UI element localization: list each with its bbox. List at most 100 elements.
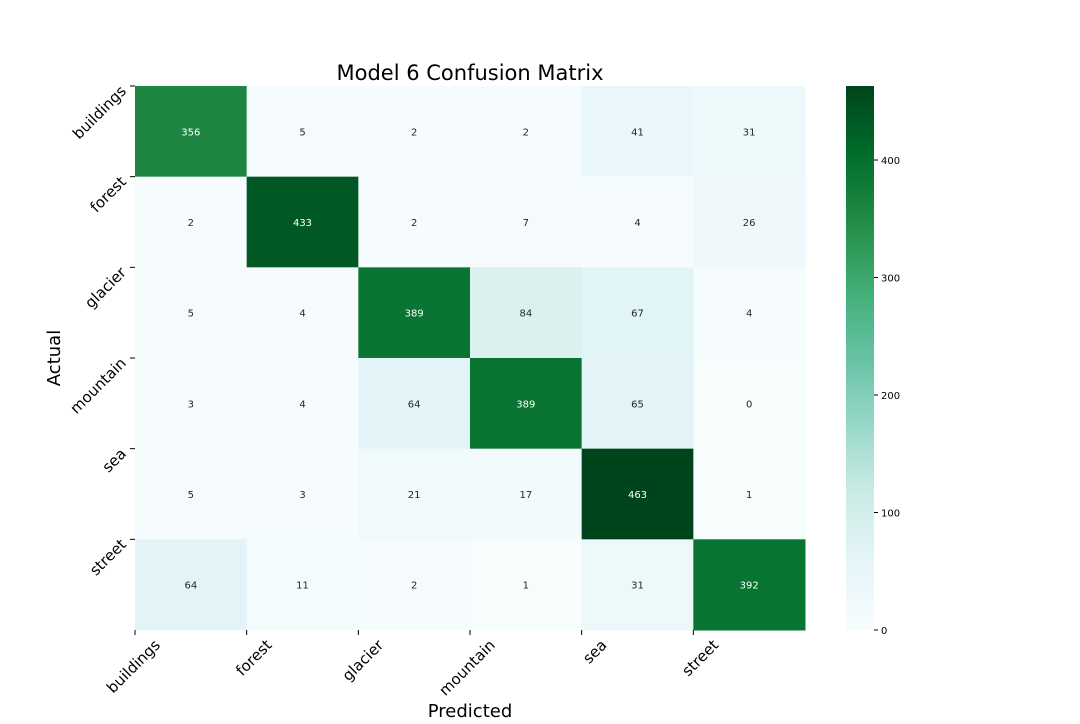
x-tick-label: buildings — [103, 636, 164, 697]
cell-value-label: 31 — [743, 127, 756, 138]
heatmap-cell — [693, 86, 806, 178]
cell-value-label: 0 — [746, 399, 752, 410]
heatmap-cell — [693, 448, 806, 540]
cell-value-label: 433 — [293, 218, 312, 229]
colorbar-tick-label: 400 — [881, 156, 900, 167]
cell-value-label: 21 — [408, 490, 421, 501]
heatmap-cell — [581, 448, 694, 540]
heatmap-cell — [581, 539, 694, 631]
heatmap-cell — [693, 176, 806, 268]
cell-value-label: 64 — [184, 581, 197, 592]
heatmap-cell — [693, 539, 806, 631]
cell-value-label: 41 — [631, 127, 644, 138]
cell-value-label: 2 — [411, 218, 417, 229]
y-tick-label: sea — [99, 445, 130, 476]
cell-value-label: 1 — [523, 581, 529, 592]
chart-title: Model 6 Confusion Matrix — [336, 61, 603, 85]
heatmap-cell — [135, 176, 248, 268]
heatmap-cell — [135, 86, 248, 178]
cell-value-label: 389 — [405, 309, 424, 320]
heatmap-cell — [581, 86, 694, 178]
cell-value-label: 67 — [631, 309, 644, 320]
cell-value-label: 1 — [746, 490, 752, 501]
heatmap-cell — [470, 448, 583, 540]
y-axis-ticks: buildings forest glacier mountain sea street — [66, 82, 135, 579]
heatmap-cell — [581, 358, 694, 450]
heatmap-cell — [470, 267, 583, 359]
heatmap-cell — [246, 448, 359, 540]
colorbar-ticks: 0 100 200 300 400 — [874, 156, 900, 637]
colorbar-tick-label: 200 — [881, 391, 900, 402]
cell-value-label: 3 — [188, 399, 194, 410]
y-axis-label: Actual — [44, 330, 65, 386]
cell-value-label: 11 — [296, 581, 309, 592]
heatmap-cell — [246, 358, 359, 450]
cell-value-label: 389 — [516, 399, 535, 410]
cell-value-label: 5 — [188, 309, 194, 320]
cell-value-label: 2 — [411, 581, 417, 592]
y-tick-label: buildings — [69, 82, 130, 143]
heatmap-cell — [470, 86, 583, 178]
cell-value-label: 2 — [523, 127, 529, 138]
cell-value-label: 26 — [743, 218, 756, 229]
heatmap-cell — [581, 176, 694, 268]
heatmap-cell — [470, 358, 583, 450]
x-tick-label: mountain — [435, 636, 498, 699]
cell-value-label: 4 — [746, 309, 752, 320]
heatmap-cell — [246, 86, 359, 178]
colorbar-tick-label: 100 — [881, 509, 900, 520]
cell-value-label: 17 — [519, 490, 532, 501]
heatmap-annotations: 356 5 2 2 41 312 433 2 7 4 265 4 389 84 67 43 4 64 389 65 05… — [181, 127, 758, 591]
heatmap-cell — [358, 448, 471, 540]
colorbar-tick-label: 0 — [881, 626, 887, 637]
cell-value-label: 5 — [188, 490, 194, 501]
x-axis-label: Predicted — [428, 701, 513, 720]
heatmap-cell — [135, 539, 248, 631]
cell-value-label: 64 — [408, 399, 421, 410]
heatmap-cell — [246, 267, 359, 359]
x-tick-label: sea — [579, 636, 610, 667]
heatmap-cells — [135, 86, 806, 631]
heatmap-cell — [358, 539, 471, 631]
heatmap-cell — [358, 86, 471, 178]
colorbar-tick-label: 300 — [881, 274, 900, 285]
x-tick-label: street — [678, 636, 722, 680]
colorbar — [846, 86, 874, 630]
heatmap-cell — [358, 267, 471, 359]
cell-value-label: 4 — [299, 399, 305, 410]
cell-value-label: 65 — [631, 399, 644, 410]
cell-value-label: 84 — [519, 309, 532, 320]
cell-value-label: 392 — [740, 581, 759, 592]
x-tick-label: glacier — [339, 636, 388, 685]
cell-value-label: 2 — [411, 127, 417, 138]
cell-value-label: 31 — [631, 581, 644, 592]
cell-value-label: 5 — [299, 127, 305, 138]
cell-value-label: 2 — [188, 218, 194, 229]
y-tick-label: forest — [87, 173, 130, 216]
heatmap-cell — [135, 358, 248, 450]
x-tick-label: forest — [232, 636, 275, 679]
y-tick-label: mountain — [66, 354, 129, 417]
y-tick-label: glacier — [81, 263, 130, 312]
heatmap-cell — [135, 448, 248, 540]
heatmap-cell — [470, 176, 583, 268]
heatmap-cell — [470, 539, 583, 631]
heatmap-cell — [358, 358, 471, 450]
cell-value-label: 356 — [181, 127, 200, 138]
x-axis-ticks: buildings forest glacier mountain sea street — [103, 630, 722, 699]
heatmap-cell — [581, 267, 694, 359]
cell-value-label: 4 — [299, 309, 305, 320]
cell-value-label: 7 — [523, 218, 529, 229]
heatmap-cell — [358, 176, 471, 268]
heatmap-cell — [246, 176, 359, 268]
heatmap-cell — [693, 267, 806, 359]
y-tick-label: street — [86, 535, 130, 579]
heatmap-cell — [135, 267, 248, 359]
cell-value-label: 3 — [299, 490, 305, 501]
heatmap-cell — [246, 539, 359, 631]
heatmap-cell — [693, 358, 806, 450]
cell-value-label: 463 — [628, 490, 647, 501]
cell-value-label: 4 — [634, 218, 640, 229]
